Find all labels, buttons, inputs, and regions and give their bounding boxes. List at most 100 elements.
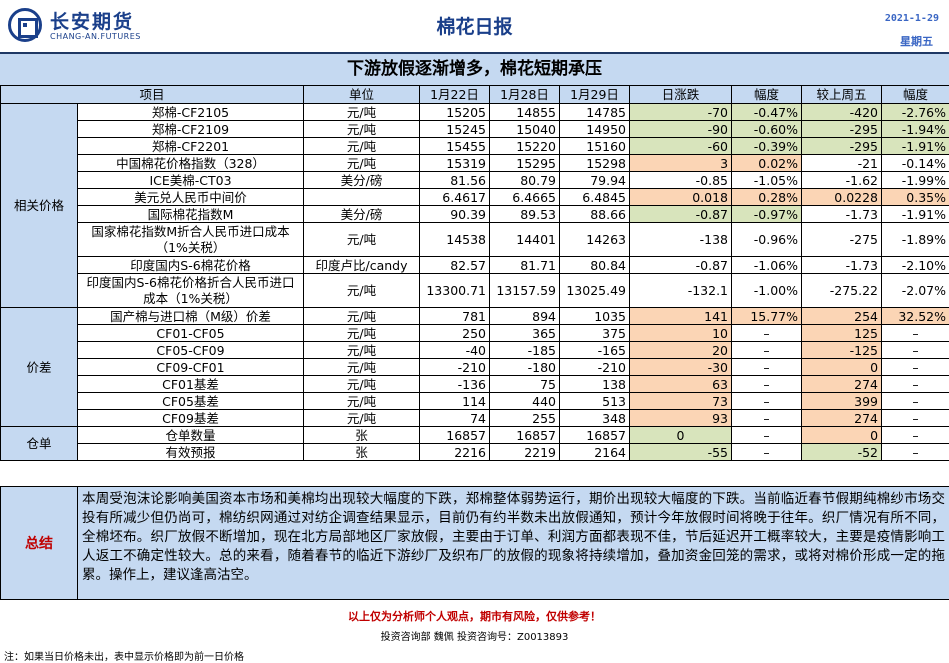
row-value-date1: 81.56 — [419, 171, 491, 189]
table-header-row: 项目 单位 1月22日 1月28日 1月29日 日涨跌 幅度 较上周五 幅度 — [0, 85, 949, 104]
row-value-date1: 2216 — [419, 443, 491, 461]
row-daily-change: -70 — [629, 103, 733, 121]
row-daily-pct: – — [731, 409, 803, 427]
row-weekly-pct: 32.52% — [881, 307, 949, 325]
row-value-date3: 513 — [559, 392, 631, 410]
table-row: 价差 国产棉与进口棉（M级）价差 元/吨 781 894 1035 141 15.77% 254… — [0, 307, 949, 427]
row-weekly-pct: -1.99% — [881, 171, 949, 189]
row-unit: 美分/磅 — [303, 171, 421, 189]
row-value-date3: 14785 — [559, 103, 631, 121]
row-value-date2: 15295 — [489, 154, 561, 172]
row-daily-pct: – — [731, 375, 803, 393]
row-value-date3: 375 — [559, 324, 631, 342]
row-daily-change: 10 — [629, 324, 733, 342]
row-daily-change: -0.87 — [629, 256, 733, 274]
row-value-date2: 81.71 — [489, 256, 561, 274]
row-daily-change: -0.87 — [629, 205, 733, 223]
row-item-name: 郑棉-CF2109 — [76, 120, 305, 138]
row-value-date2: 15220 — [489, 137, 561, 155]
row-value-date2: 365 — [489, 324, 561, 342]
row-weekly-change: -1.73 — [801, 256, 883, 274]
row-daily-pct: -0.39% — [731, 137, 803, 155]
row-item-name: 有效预报 — [76, 443, 305, 461]
table-row: CF01-CF05 元/吨 250 365 375 10–125– — [1, 324, 949, 342]
row-value-date3: 348 — [559, 409, 631, 427]
table-row: 印度国内S-6棉花价格折合人民币进口成本（1%关税） 元/吨 13300.71 131… — [1, 273, 949, 308]
price-table: 项目 单位 1月22日 1月28日 1月29日 日涨跌 幅度 较上周五 幅度 相… — [0, 85, 949, 461]
row-weekly-pct: -2.76% — [881, 103, 949, 121]
row-value-date1: 14538 — [419, 222, 491, 257]
row-daily-pct: – — [731, 443, 803, 461]
table-row: CF09-CF01 元/吨 -210 -180 -210 -30–0– — [1, 358, 949, 376]
row-unit: 元/吨 — [303, 358, 421, 376]
table-row: 中国棉花价格指数（328） 元/吨 15319 15295 15298 3 0.02% -21… — [1, 154, 949, 172]
table-row: 相关价格 郑棉-CF2105 元/吨 15205 14855 14785 -70 -0.47%… — [0, 103, 949, 308]
row-daily-pct: – — [731, 324, 803, 342]
row-value-date1: 16857 — [419, 426, 491, 444]
col-header-date3: 1月29日 — [559, 85, 631, 104]
row-unit: 元/吨 — [303, 375, 421, 393]
row-weekly-pct: – — [881, 324, 949, 342]
row-value-date3: -210 — [559, 358, 631, 376]
row-weekly-pct: – — [881, 358, 949, 376]
row-daily-pct: 0.02% — [731, 154, 803, 172]
row-value-date2: 6.4665 — [489, 188, 561, 206]
col-header-daily-change: 日涨跌 — [629, 85, 733, 104]
row-value-date3: 1035 — [559, 307, 631, 325]
row-daily-change: 73 — [629, 392, 733, 410]
logo-chinese-name: 长安期货 — [50, 11, 135, 33]
row-unit: 元/吨 — [303, 120, 421, 138]
logo-english-name: CHANG-AN.FUTURES — [50, 32, 141, 41]
row-item-name: 中国棉花价格指数（328） — [76, 154, 305, 172]
row-value-date3: 80.84 — [559, 256, 631, 274]
row-weekly-change: -295 — [801, 120, 883, 138]
row-weekly-change: 0 — [801, 426, 883, 444]
col-header-weekly-pct: 幅度 — [881, 85, 949, 104]
row-value-date1: 15245 — [419, 120, 491, 138]
row-weekly-pct: -1.94% — [881, 120, 949, 138]
row-weekly-pct: -1.91% — [881, 137, 949, 155]
row-item-name: 国际棉花指数M — [76, 205, 305, 223]
row-daily-change: 63 — [629, 375, 733, 393]
row-value-date2: 2219 — [489, 443, 561, 461]
row-daily-change: -0.85 — [629, 171, 733, 189]
row-weekly-pct: -0.14% — [881, 154, 949, 172]
row-daily-pct: -1.00% — [731, 273, 803, 308]
row-value-date2: 255 — [489, 409, 561, 427]
row-daily-change: 0.018 — [629, 188, 733, 206]
row-weekly-pct: – — [881, 375, 949, 393]
row-daily-pct: – — [731, 392, 803, 410]
row-weekly-pct: – — [881, 426, 949, 444]
row-weekly-pct: -2.10% — [881, 256, 949, 274]
row-weekly-pct: -1.91% — [881, 205, 949, 223]
row-value-date1: 74 — [419, 409, 491, 427]
row-daily-pct: – — [731, 358, 803, 376]
table-row: 郑棉-CF2201 元/吨 15455 15220 15160 -60 -0.39% -295… — [1, 137, 949, 155]
row-daily-change: 93 — [629, 409, 733, 427]
col-header-date1: 1月22日 — [419, 85, 491, 104]
row-value-date1: -40 — [419, 341, 491, 359]
row-value-date1: 90.39 — [419, 205, 491, 223]
row-daily-pct: 15.77% — [731, 307, 803, 325]
table-row: 国家棉花指数M折合人民币进口成本（1%关税） 元/吨 14538 14401 14263… — [1, 222, 949, 257]
row-weekly-change: -52 — [801, 443, 883, 461]
row-value-date3: 14263 — [559, 222, 631, 257]
table-row: CF05-CF09 元/吨 -40 -185 -165 20– -125– — [1, 341, 949, 359]
report-header: 长安期货 CHANG-AN.FUTURES 棉花日报 2021-1-29 星期五 — [0, 0, 949, 52]
row-weekly-pct: – — [881, 341, 949, 359]
col-header-item: 项目 — [0, 85, 305, 104]
row-daily-pct: -1.05% — [731, 171, 803, 189]
row-item-name: CF09基差 — [76, 409, 305, 427]
row-value-date3: 13025.49 — [559, 273, 631, 308]
row-weekly-change: -275.22 — [801, 273, 883, 308]
report-date: 2021-1-29 — [884, 13, 939, 24]
row-item-name: CF01-CF05 — [76, 324, 305, 342]
row-unit: 元/吨 — [303, 222, 421, 257]
row-unit: 元/吨 — [303, 409, 421, 427]
row-daily-change: -60 — [629, 137, 733, 155]
section-label-related: 相关价格 — [0, 103, 78, 308]
row-value-date3: 138 — [559, 375, 631, 393]
row-daily-change: -90 — [629, 120, 733, 138]
row-item-name: 印度国内S-6棉花价格折合人民币进口成本（1%关税） — [76, 273, 305, 308]
row-weekly-change: 274 — [801, 409, 883, 427]
